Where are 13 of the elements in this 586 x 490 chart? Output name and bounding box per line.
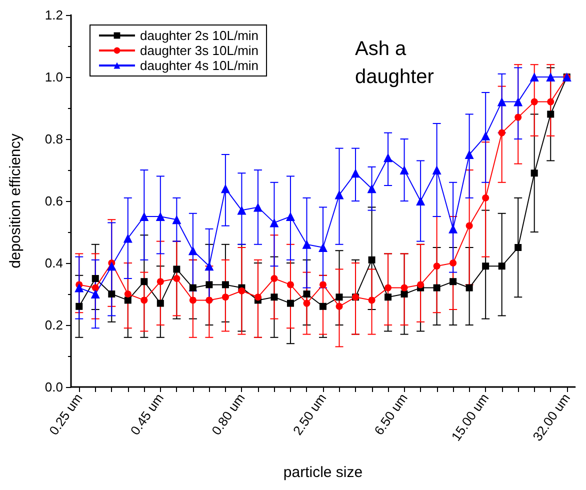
y-axis-title: deposition efficiency [7, 133, 24, 268]
y-tick-label: 1.0 [44, 70, 63, 84]
legend-label: daughter 2s 10L/min [140, 28, 259, 43]
y-tick-label: 0.4 [44, 256, 63, 270]
y-tick-label: 0.8 [44, 132, 63, 146]
y-tick-label: 1.2 [44, 8, 63, 22]
y-tick-label: 0.2 [44, 318, 63, 332]
y-tick-label: 0.0 [44, 380, 63, 394]
legend-label: daughter 4s 10L/min [140, 58, 259, 73]
y-tick-label: 0.6 [44, 194, 63, 208]
x-axis-title: particle size [283, 464, 363, 481]
legend-label: daughter 3s 10L/min [140, 43, 259, 58]
text: Ash a daughter [355, 38, 434, 88]
